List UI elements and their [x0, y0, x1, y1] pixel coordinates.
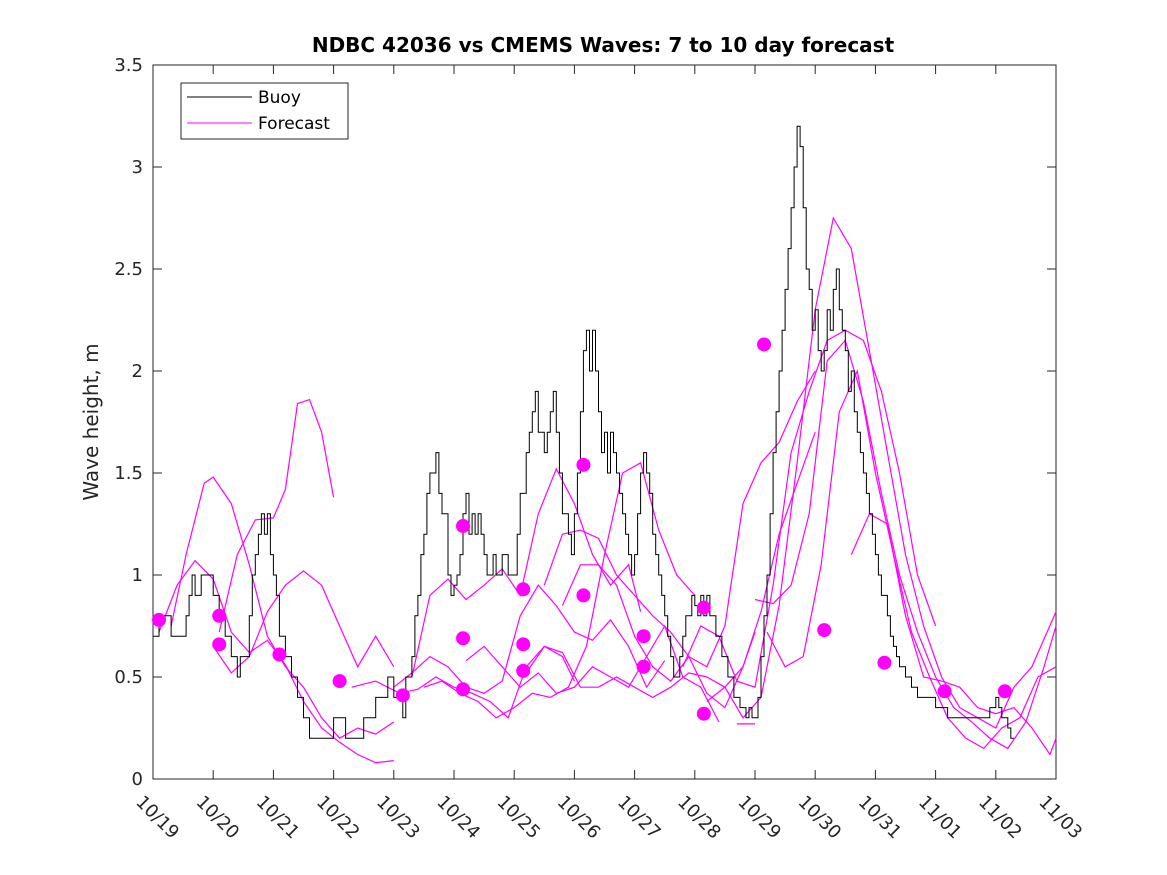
- forecast-marker: [516, 582, 531, 597]
- forecast-marker: [696, 600, 711, 615]
- forecast-series-line: [525, 631, 756, 699]
- forecast-series-line: [754, 339, 1057, 750]
- buoy-series-line: [153, 125, 1014, 739]
- y-tick-label: 0.5: [114, 667, 143, 688]
- forecast-marker: [997, 684, 1012, 699]
- forecast-marker: [395, 688, 410, 703]
- forecast-marker: [817, 623, 832, 638]
- chart-title: NDBC 42036 vs CMEMS Waves: 7 to 10 day f…: [312, 33, 895, 57]
- axes-box: [152, 64, 1057, 780]
- legend-forecast-label: Forecast: [258, 114, 330, 134]
- y-tick-label: 0: [132, 769, 143, 790]
- y-axis-ticks: 0 0.5 1 1.5 2 2.5 3 3.5: [114, 55, 1056, 790]
- forecast-series-line: [465, 624, 720, 723]
- forecast-marker: [636, 629, 651, 644]
- forecast-series-line: [218, 398, 335, 633]
- forecast-marker: [272, 647, 287, 662]
- y-tick-label: 1.5: [114, 463, 143, 484]
- forecast-marker: [456, 631, 471, 646]
- forecast-marker: [937, 684, 952, 699]
- forecast-series-line: [561, 431, 816, 709]
- forecast-markers: [152, 337, 1012, 721]
- y-tick-label: 2: [132, 361, 143, 382]
- forecast-marker: [576, 588, 591, 603]
- forecast-marker: [212, 608, 227, 623]
- forecast-series-line: [393, 584, 666, 694]
- forecast-series-line: [212, 570, 395, 674]
- forecast-marker: [516, 637, 531, 652]
- forecast-marker: [152, 612, 167, 627]
- forecast-series-line: [850, 512, 1057, 756]
- legend: Buoy Forecast: [180, 82, 349, 140]
- forecast-series-line: [682, 329, 937, 688]
- plot-area: [152, 64, 1057, 780]
- forecast-marker: [212, 637, 227, 652]
- y-tick-label: 3: [132, 157, 143, 178]
- forecast-marker: [332, 674, 347, 689]
- forecast-marker: [456, 682, 471, 697]
- legend-buoy-label: Buoy: [258, 88, 301, 108]
- y-tick-label: 2.5: [114, 259, 143, 280]
- buoy-line: [153, 125, 1014, 739]
- forecast-marker: [757, 337, 772, 352]
- forecast-marker: [696, 706, 711, 721]
- forecast-marker: [636, 659, 651, 674]
- legend-box: [180, 82, 349, 140]
- y-axis-label: Wave height, m: [79, 343, 103, 500]
- forecast-series-line: [706, 216, 1057, 729]
- forecast-marker: [456, 519, 471, 534]
- y-tick-label: 1: [132, 565, 143, 586]
- forecast-marker: [877, 655, 892, 670]
- forecast-marker: [516, 663, 531, 678]
- forecast-series-line: [543, 370, 816, 668]
- y-tick-label: 3.5: [114, 55, 143, 76]
- forecast-marker: [576, 457, 591, 472]
